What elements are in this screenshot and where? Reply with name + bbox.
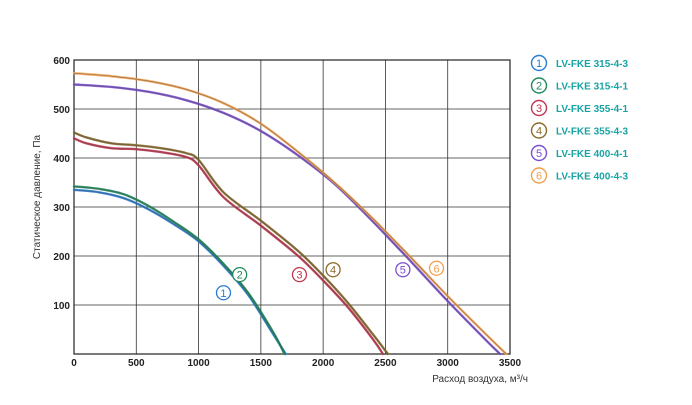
legend-label: LV-FKE 400-4-1 [556,149,628,160]
series-marker-number: 6 [433,263,439,275]
legend: 1 LV-FKE 315-4-3 2 LV-FKE 315-4-1 3 LV-FKE 35… [530,54,628,184]
y-tick-label: 600 [53,56,70,67]
plot-frame [73,59,511,355]
series-line-core-3 [73,138,384,355]
x-tick-label: 3500 [499,358,522,369]
legend-marker-circle [530,77,548,94]
series-marker-4: 4 [325,262,341,278]
series-markers: 12 3 4 5 6 [215,260,445,301]
y-tick-label: 200 [53,252,70,263]
legend-marker-number: 4 [536,126,542,138]
legend-label: LV-FKE 315-4-1 [556,82,628,93]
legend-item-5: 5 LV-FKE 400-4-1 [530,144,628,162]
series-marker-number: 5 [400,265,406,277]
y-tick-label: 500 [53,105,70,116]
x-tick-label: 3000 [437,358,460,369]
legend-marker-circle [530,54,548,72]
legend-marker-number: 6 [536,171,542,183]
legend-marker-circle [530,144,548,162]
legend-marker-number: 2 [536,81,542,93]
legend-item-6: 6 LV-FKE 400-4-3 [530,167,628,184]
legend-item-1: 1 LV-FKE 315-4-3 [530,54,628,72]
legend-item-3: 3 LV-FKE 355-4-1 [530,99,628,117]
series-marker-number: 2 [237,270,243,282]
legend-label: LV-FKE 355-4-1 [556,104,628,115]
legend-marker-circle [530,99,548,117]
x-tick-label: 1000 [187,358,210,369]
x-axis-label: Расход воздуха, м³/ч [432,374,528,385]
y-tick-label: 100 [53,301,70,312]
series-line-core-5 [73,84,501,355]
legend-marker-number: 1 [536,58,542,70]
x-tick-label: 500 [128,358,145,369]
series-marker-6: 6 [428,260,445,276]
y-tick-label: 400 [53,154,70,165]
series-marker-2: 2 [232,266,248,283]
x-tick-labels: 0 500 1000 1500 2000 2500 3000 3500 [71,358,521,369]
series-line-core-2 [73,186,285,355]
legend-label: LV-FKE 355-4-3 [556,127,628,138]
x-tick-label: 0 [71,358,77,369]
legend-marker-number: 5 [536,148,542,160]
series-marker-5: 5 [395,262,411,278]
series-line-core-6 [73,72,507,355]
series-marker-number: 3 [296,270,302,282]
series-marker-number: 4 [330,265,336,277]
y-axis-label: Статическое давление, Па [32,134,43,259]
legend-marker-circle [530,122,548,139]
series-lines [72,72,508,356]
legend-item-2: 2 LV-FKE 315-4-1 [530,77,628,94]
legend-marker-number: 3 [536,103,542,115]
series-marker-number: 1 [220,288,226,300]
x-tick-label: 2000 [312,358,335,369]
legend-marker-circle [530,167,548,184]
legend-label: LV-FKE 400-4-3 [556,172,628,183]
legend-item-4: 4 LV-FKE 355-4-3 [530,122,628,139]
axes [73,59,511,355]
y-tick-labels: 100 200 300 400 500 600 [53,56,70,312]
x-tick-label: 1500 [250,358,273,369]
y-tick-label: 300 [53,203,70,214]
x-tick-label: 2500 [374,358,397,369]
legend-label: LV-FKE 315-4-3 [556,59,628,70]
series-line-core-4 [73,132,389,355]
series-marker-1: 1 [215,285,232,301]
series-marker-3: 3 [291,266,308,283]
